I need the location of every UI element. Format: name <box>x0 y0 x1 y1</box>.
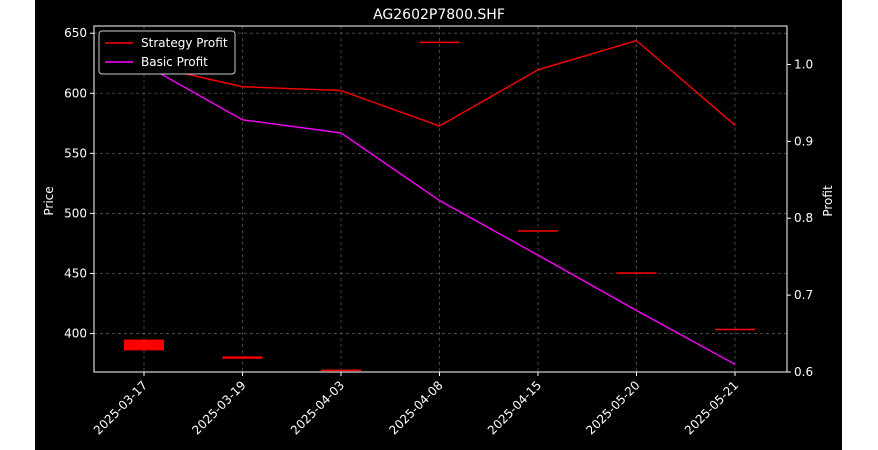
axes-frame <box>93 25 788 373</box>
tick-label-right: 1.0 <box>794 57 813 71</box>
tick-label-left: 450 <box>64 266 87 280</box>
legend-box <box>98 30 236 75</box>
grid-lines <box>94 26 787 372</box>
tick-label-x: 2025-03-19 <box>189 378 248 437</box>
chart-title: AG2602P7800.SHF <box>373 7 505 23</box>
candle-body <box>616 272 657 274</box>
series-line-basic-profit <box>143 63 736 365</box>
tick-label-right: 0.9 <box>794 134 813 148</box>
left-axis-ticks: 400 450 500 550 600 650 <box>64 26 94 341</box>
candle-body <box>321 369 361 372</box>
candle-bodies <box>124 41 755 372</box>
tick-label-right: 0.6 <box>794 365 813 379</box>
tick-label-x: 2025-03-17 <box>91 378 150 437</box>
legend: Strategy Profit Basic Profit <box>98 30 236 75</box>
legend-label-strategy: Strategy Profit <box>141 36 228 50</box>
y-axis-label-left: Price <box>42 186 56 215</box>
x-axis-ticks: 2025-03-17 2025-03-19 2025-04-03 2025-04-08… <box>91 372 741 437</box>
series-lines <box>143 39 736 365</box>
right-axis-ticks: 0.6 0.7 0.8 0.9 1.0 <box>787 57 813 379</box>
tick-label-left: 500 <box>64 206 87 220</box>
candle-body <box>518 230 558 232</box>
candle-body <box>222 356 263 359</box>
candle-body <box>124 339 164 351</box>
tick-label-right: 0.7 <box>794 288 813 302</box>
tick-label-x: 2025-05-21 <box>682 378 741 437</box>
candle-body <box>419 41 460 44</box>
series-line-strategy-profit <box>143 39 736 127</box>
tick-label-x: 2025-04-15 <box>485 378 544 437</box>
tick-label-left: 400 <box>64 327 87 341</box>
candle-body <box>715 328 755 331</box>
y-axis-label-right: Profit <box>821 185 835 217</box>
tick-label-x: 2025-04-08 <box>386 378 445 437</box>
tick-label-right: 0.8 <box>794 211 813 225</box>
chart-figure: AG2602P7800.SHF 400 450 500 550 600 650 0.6 0.… <box>35 0 842 450</box>
tick-label-left: 550 <box>64 146 87 160</box>
tick-label-left: 650 <box>64 26 87 40</box>
tick-label-x: 2025-05-20 <box>583 378 642 437</box>
tick-label-x: 2025-04-03 <box>288 378 347 437</box>
legend-label-basic: Basic Profit <box>141 55 208 69</box>
tick-label-left: 600 <box>64 86 87 100</box>
